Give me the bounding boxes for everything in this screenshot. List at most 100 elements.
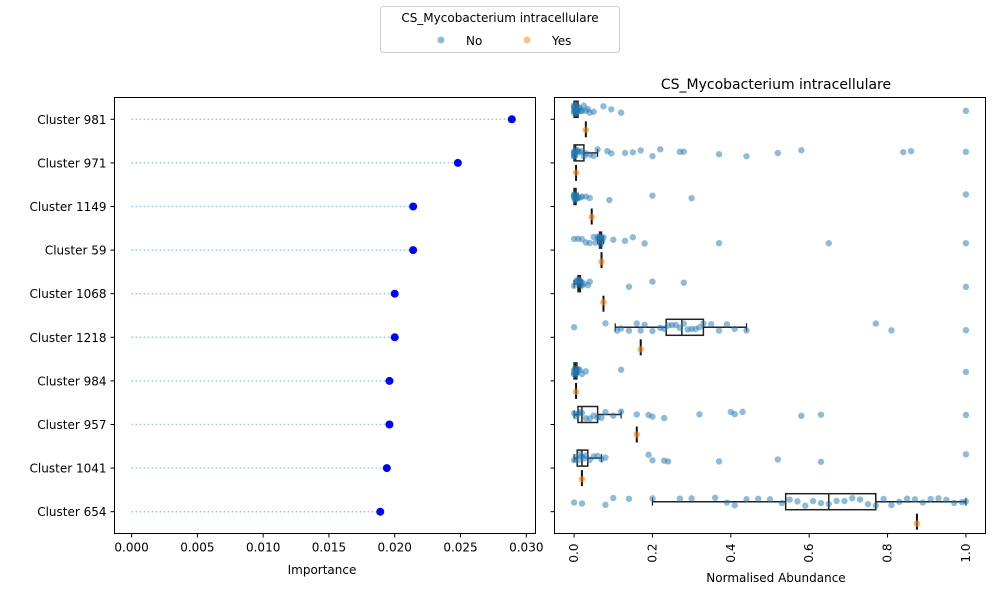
strip-point-no [688, 194, 695, 202]
importance-point-cluster-981 [507, 115, 516, 124]
strip-point-yes [598, 258, 605, 265]
strip-point-no [962, 498, 970, 505]
strip-point-no [600, 103, 607, 110]
strip-point-no [825, 500, 832, 508]
strip-point-no [629, 149, 637, 156]
strip-point-no [625, 327, 633, 334]
strip-point-no [610, 236, 617, 243]
importance-point-cluster-984 [385, 376, 394, 385]
strip-point-no [739, 408, 746, 416]
strip-point-no [825, 240, 832, 247]
strip-point-no [602, 501, 609, 509]
strip-point-no [582, 452, 590, 459]
strip-point-no [919, 499, 927, 506]
importance-ytick-label-cluster-1041: Cluster 1041 [30, 462, 107, 476]
strip-point-no [578, 409, 586, 417]
strip-point-yes [588, 213, 595, 221]
strip-point-no [841, 497, 848, 505]
abundance-xtick-label: 0.6 [802, 544, 816, 563]
strip-point-no [962, 326, 970, 334]
strip-point-no [590, 152, 597, 160]
strip-point-no [610, 412, 617, 419]
strip-point-no [962, 368, 970, 376]
strip-point-no [715, 327, 723, 334]
abundance-xtick-label: 1.0 [959, 544, 973, 563]
strip-point-no [766, 496, 774, 503]
importance-xtick-label: 0.005 [180, 541, 214, 555]
abundance-xtick-label: 0.8 [881, 544, 895, 563]
legend-marker-yes [523, 36, 531, 44]
importance-point-cluster-1149 [409, 202, 418, 211]
importance-ytick-label-cluster-971: Cluster 971 [37, 156, 106, 170]
strip-point-no [621, 237, 629, 245]
strip-point-no [731, 325, 738, 333]
strip-point-no [637, 327, 644, 334]
strip-point-no [637, 147, 644, 154]
strip-point-no [625, 283, 633, 290]
strip-point-no [598, 414, 605, 422]
strip-point-no [872, 320, 879, 327]
strip-point-no [798, 412, 805, 420]
abundance-chart: CS_Mycobacterium intracellulare 0.0 0.2 0.… [550, 77, 986, 585]
strip-point-no [649, 495, 656, 502]
strip-point-no [570, 499, 578, 506]
strip-point-no [817, 458, 825, 465]
strip-point-no [700, 320, 707, 327]
strip-point-no [755, 495, 762, 502]
strip-point-no [608, 150, 615, 157]
strip-point-no [649, 278, 656, 285]
strip-point-yes [572, 388, 580, 396]
strip-point-yes [578, 475, 586, 483]
strip-point-no [743, 327, 750, 334]
strip-point-no [649, 457, 656, 464]
importance-ytick-label-cluster-1218: Cluster 1218 [30, 331, 107, 345]
strip-point-no [962, 411, 970, 419]
box-iqr-cluster-654 [784, 492, 877, 511]
strip-point-no [715, 239, 723, 247]
importance-point-cluster-957 [385, 420, 394, 429]
strip-point-no [802, 502, 809, 509]
legend-label-yes: Yes [551, 34, 571, 48]
importance-ytick-label-cluster-1149: Cluster 1149 [30, 200, 107, 214]
strip-point-no [711, 494, 719, 501]
strip-point-no [962, 107, 970, 115]
strip-point-no [849, 494, 856, 502]
strip-point-no [715, 458, 723, 465]
strip-point-no [962, 239, 970, 247]
strip-point-no [586, 239, 593, 247]
importance-ytick-label-cluster-957: Cluster 957 [37, 418, 106, 432]
strip-point-no [715, 151, 723, 158]
strip-point-no [617, 325, 625, 332]
strip-point-no [950, 499, 958, 507]
importance-xlabel: Importance [288, 563, 357, 577]
strip-point-no [696, 411, 703, 418]
strip-point-no [794, 498, 801, 505]
strip-point-no [962, 451, 970, 458]
strip-point-no [661, 414, 668, 422]
importance-point-cluster-59 [409, 246, 418, 255]
strip-point-no [833, 497, 840, 505]
strip-point-no [708, 320, 715, 328]
strip-point-no [578, 500, 586, 507]
strip-point-no [864, 500, 872, 508]
strip-point-no [641, 321, 648, 329]
strip-point-no [962, 191, 970, 198]
strip-point-no [880, 495, 887, 503]
strip-point-no [633, 411, 640, 418]
strip-point-no [629, 234, 637, 241]
strip-point-no [927, 495, 934, 503]
strip-point-no [943, 496, 950, 504]
importance-point-cluster-1068 [390, 289, 399, 298]
importance-chart: Cluster 981 Cluster 971 Cluster 1149 Cluste… [30, 97, 543, 577]
strip-point-no [617, 366, 625, 373]
strip-point-no [817, 411, 825, 418]
strip-point-no [907, 147, 915, 155]
importance-xtick-label: 0.030 [509, 541, 543, 555]
strip-point-yes [633, 431, 640, 438]
strip-point-no [723, 321, 731, 328]
abundance-xtick-label: 0.2 [645, 544, 659, 563]
legend-marker-no [437, 36, 445, 44]
strip-point-no [778, 499, 785, 507]
strip-point-no [602, 454, 609, 461]
